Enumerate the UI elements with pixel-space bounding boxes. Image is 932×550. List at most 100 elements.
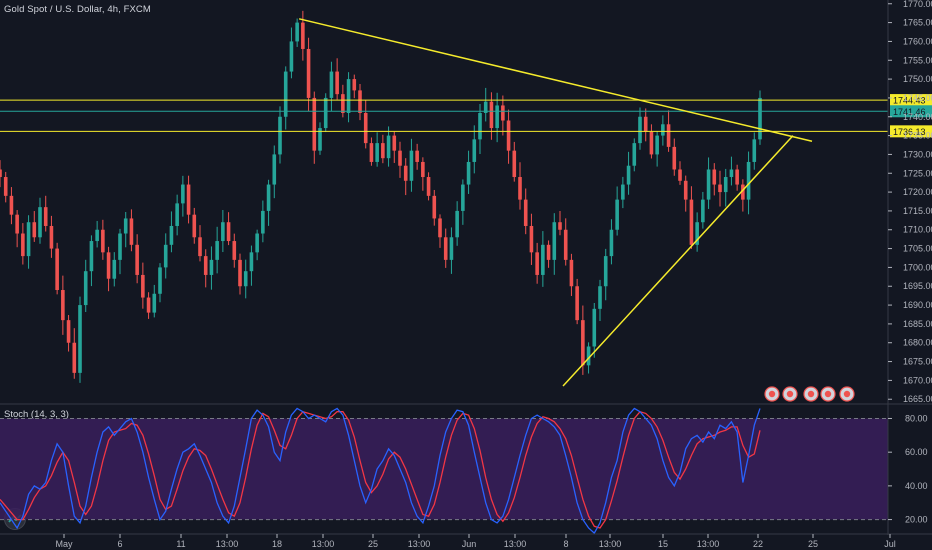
candle-body (83, 271, 88, 306)
event-icon[interactable] (782, 386, 798, 402)
candle-body (672, 146, 677, 170)
stoch-tick-label: 80.00 (905, 413, 928, 423)
candle-body (169, 225, 174, 245)
stoch-tick-label: 20.00 (905, 515, 928, 525)
price-tick-label: 1700.00 (903, 262, 932, 272)
event-icon-ring (764, 386, 780, 402)
price-tick-label: 1720.00 (903, 187, 932, 197)
candle-body (55, 248, 59, 291)
candle-body (306, 48, 311, 98)
candle-body (238, 259, 242, 287)
price-tick-label: 1670.00 (903, 375, 932, 385)
event-icon[interactable] (820, 386, 836, 402)
price-tick-label: 1690.00 (903, 300, 932, 310)
candle-body (175, 203, 179, 226)
candle-body (592, 308, 597, 347)
time-tick-label: 6 (117, 539, 122, 549)
candle-body (289, 41, 294, 72)
candle-body (495, 105, 499, 129)
time-tick-label: May (55, 539, 73, 549)
candle-body (466, 161, 471, 185)
candle-body (203, 256, 208, 275)
candle-body (581, 320, 585, 366)
candle-body (643, 116, 648, 132)
candle-body (746, 161, 751, 200)
candle-body (683, 180, 688, 200)
candle-body (461, 184, 465, 211)
candle-body (381, 143, 385, 159)
price-level-tag (890, 94, 932, 107)
candle-body (278, 116, 282, 155)
time-tick-label: Jul (884, 539, 896, 549)
price-tick-label: 1750.00 (903, 74, 932, 84)
candle-body (318, 128, 322, 151)
price-level-text: 1741.46 (893, 107, 926, 117)
candle-body (632, 143, 637, 166)
candle-body (735, 169, 739, 185)
candle-body (3, 177, 8, 196)
candle-body (729, 169, 734, 178)
candle-body (546, 244, 551, 260)
candle-body (506, 120, 511, 151)
time-tick-label: 22 (753, 539, 763, 549)
candle-body (163, 244, 168, 268)
price-level-tag (890, 105, 932, 118)
event-icon-dot (843, 390, 851, 398)
candle-body (478, 112, 482, 140)
event-icon[interactable] (839, 386, 855, 402)
candle-body (386, 135, 391, 159)
price-level-text: 1744.43 (893, 96, 926, 106)
candle-body (129, 218, 134, 245)
candle-body (569, 259, 574, 287)
time-tick-label: 11 (176, 539, 185, 549)
candle-body (678, 169, 682, 181)
candle-body (261, 210, 265, 234)
candle-body (135, 244, 139, 275)
candle-body (283, 71, 288, 117)
candle-body (541, 244, 545, 275)
candle-body (158, 267, 162, 294)
candle-body (152, 293, 157, 313)
candle-body (426, 177, 431, 196)
event-icon[interactable] (764, 386, 780, 402)
price-tick-label: 1725.00 (903, 168, 932, 178)
time-tick-label: 8 (563, 539, 568, 549)
time-tick-label: 13:00 (312, 539, 335, 549)
price-tick-label: 1760.00 (903, 36, 932, 46)
price-tick-label: 1705.00 (903, 244, 932, 254)
price-tick-label: 1715.00 (903, 206, 932, 216)
candle-body (518, 177, 522, 200)
candle-body (586, 346, 591, 366)
time-tick-label: 25 (808, 539, 818, 549)
price-tick-label: 1680.00 (903, 338, 932, 348)
price-tick-label: 1745.00 (903, 93, 932, 103)
candle-body (512, 150, 517, 178)
candle-body (335, 71, 339, 95)
price-tick-label: 1740.00 (903, 112, 932, 122)
time-tick-label: 13:00 (408, 539, 431, 549)
candle-body (215, 241, 219, 260)
price-level-tag (890, 125, 932, 138)
candle-body (186, 184, 191, 215)
candle-body (563, 229, 568, 260)
candle-body (375, 143, 379, 162)
tradingview-logo-icon[interactable] (4, 508, 26, 530)
candle-body (192, 214, 197, 238)
event-icon-ring (820, 386, 836, 402)
candle-body (455, 210, 459, 238)
event-icon[interactable] (803, 386, 819, 402)
price-tick-label: 1695.00 (903, 281, 932, 291)
candle-body (489, 101, 494, 129)
price-tick-label: 1755.00 (903, 55, 932, 65)
candle-body (221, 222, 225, 242)
event-icons[interactable] (764, 386, 855, 402)
candle-body (621, 184, 625, 200)
price-tick-label: 1675.00 (903, 357, 932, 367)
candle-body (666, 124, 671, 147)
candle-body (558, 222, 562, 230)
candle-body (266, 184, 271, 211)
candle-body (501, 105, 505, 121)
candle-body (523, 199, 528, 226)
